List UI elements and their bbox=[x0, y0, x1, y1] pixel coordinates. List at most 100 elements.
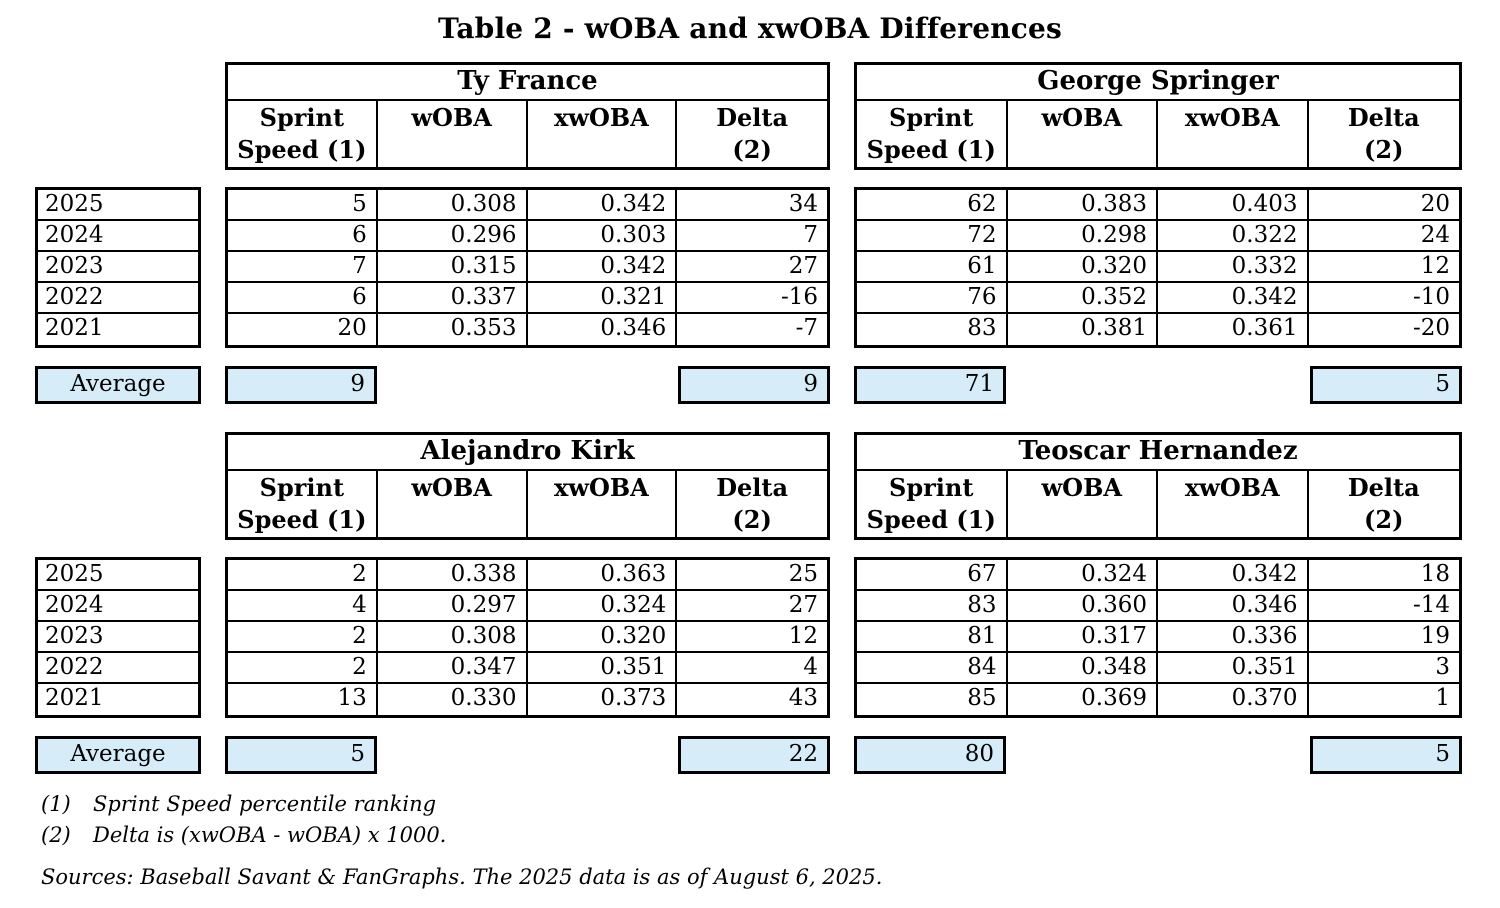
average-row: 9 9 bbox=[225, 366, 830, 404]
sources-line: Sources: Baseball Savant & FanGraphs. Th… bbox=[41, 865, 883, 889]
cell-xwoba: 0.342 bbox=[528, 190, 678, 219]
cell-sprint-speed: 2 bbox=[228, 653, 378, 682]
cell-sprint-speed: 84 bbox=[857, 653, 1008, 682]
average-delta: 5 bbox=[1310, 366, 1462, 404]
years-column-top: 2025 2024 2023 2022 2021 Average bbox=[35, 62, 201, 404]
cell-sprint-speed: 2 bbox=[228, 560, 378, 589]
average-label: Average bbox=[35, 736, 201, 774]
cell-delta: -10 bbox=[1412, 284, 1450, 310]
table-row: 4 0.297 0.324 27 bbox=[228, 591, 827, 622]
cell-xwoba: 0.361 bbox=[1158, 314, 1309, 345]
col-header-delta: Delta (2) bbox=[716, 473, 789, 534]
table-row: 61 0.320 0.332 12 bbox=[857, 252, 1459, 283]
cell-sprint-speed: 5 bbox=[228, 190, 378, 219]
cell-woba: 0.360 bbox=[1008, 591, 1158, 620]
table-row: 84 0.348 0.351 3 bbox=[857, 653, 1459, 684]
average-sprint-speed: 80 bbox=[854, 736, 1006, 774]
cell-sprint-speed: 72 bbox=[857, 221, 1008, 250]
cell-xwoba: 0.373 bbox=[528, 684, 678, 715]
cell-sprint-speed: 83 bbox=[857, 314, 1008, 345]
cell-xwoba: 0.342 bbox=[1158, 560, 1309, 589]
cell-woba: 0.347 bbox=[378, 653, 528, 682]
column-headers: Sprint Speed (1) wOBA xwOBA Delta (2) bbox=[228, 101, 827, 167]
year-label: 2025 bbox=[38, 190, 198, 221]
player-table-alejandro-kirk: Alejandro Kirk Sprint Speed (1) wOBA xwOB… bbox=[225, 432, 830, 774]
column-headers: Sprint Speed (1) wOBA xwOBA Delta (2) bbox=[857, 101, 1459, 167]
cell-delta: 25 bbox=[788, 561, 818, 587]
cell-xwoba: 0.336 bbox=[1158, 622, 1309, 651]
cell-delta: 20 bbox=[1420, 191, 1450, 217]
table-row: 6 0.296 0.303 7 bbox=[228, 221, 827, 252]
cell-delta: 34 bbox=[788, 191, 818, 217]
table-row: 2 0.347 0.351 4 bbox=[228, 653, 827, 684]
table-row: 85 0.369 0.370 1 bbox=[857, 684, 1459, 715]
player-table-teoscar-hernandez: Teoscar Hernandez Sprint Speed (1) wOBA x… bbox=[854, 432, 1462, 774]
cell-sprint-speed: 85 bbox=[857, 684, 1008, 715]
table-row: 67 0.324 0.342 18 bbox=[857, 560, 1459, 591]
cell-xwoba: 0.346 bbox=[528, 314, 678, 345]
footnote-2: (2) Delta is (xwOBA - wOBA) x 1000. bbox=[41, 823, 1465, 847]
cell-woba: 0.337 bbox=[378, 283, 528, 312]
table-row: 76 0.352 0.342 -10 bbox=[857, 283, 1459, 314]
cell-woba: 0.383 bbox=[1008, 190, 1158, 219]
cell-xwoba: 0.342 bbox=[1158, 283, 1309, 312]
cell-sprint-speed: 81 bbox=[857, 622, 1008, 651]
average-delta: 9 bbox=[678, 366, 830, 404]
data-box: 2 0.338 0.363 25 4 0.297 0.324 27 2 0.30… bbox=[225, 557, 830, 718]
col-header-xwoba: xwOBA bbox=[528, 101, 678, 167]
cell-xwoba: 0.342 bbox=[528, 252, 678, 281]
cell-delta: 18 bbox=[1420, 561, 1450, 587]
table-row: 13 0.330 0.373 43 bbox=[228, 684, 827, 715]
player-name: Teoscar Hernandez bbox=[857, 435, 1459, 471]
year-label: 2023 bbox=[38, 622, 198, 653]
cell-delta: 4 bbox=[803, 654, 818, 680]
table-header: Alejandro Kirk Sprint Speed (1) wOBA xwOB… bbox=[225, 432, 830, 540]
table-header: Ty France Sprint Speed (1) wOBA xwOBA Del… bbox=[225, 62, 830, 170]
col-header-woba: wOBA bbox=[1008, 101, 1158, 167]
col-header-sprint-speed: Sprint Speed (1) bbox=[857, 471, 1008, 537]
average-sprint-speed: 5 bbox=[225, 736, 377, 774]
average-sprint-speed: 9 bbox=[225, 366, 377, 404]
cell-sprint-speed: 20 bbox=[228, 314, 378, 345]
cell-xwoba: 0.351 bbox=[1158, 653, 1309, 682]
cell-xwoba: 0.303 bbox=[528, 221, 678, 250]
page-title: Table 2 - wOBA and xwOBA Differences bbox=[437, 12, 1063, 45]
table-row: 20 0.353 0.346 -7 bbox=[228, 314, 827, 345]
average-delta: 5 bbox=[1310, 736, 1462, 774]
table-row: 83 0.360 0.346 -14 bbox=[857, 591, 1459, 622]
table-row: 7 0.315 0.342 27 bbox=[228, 252, 827, 283]
player-table-george-springer: George Springer Sprint Speed (1) wOBA xwO… bbox=[854, 62, 1462, 404]
column-headers: Sprint Speed (1) wOBA xwOBA Delta (2) bbox=[857, 471, 1459, 537]
cell-xwoba: 0.351 bbox=[528, 653, 678, 682]
cell-woba: 0.317 bbox=[1008, 622, 1158, 651]
cell-woba: 0.315 bbox=[378, 252, 528, 281]
col-header-sprint-speed: Sprint Speed (1) bbox=[228, 471, 378, 537]
cell-sprint-speed: 62 bbox=[857, 190, 1008, 219]
year-label: 2024 bbox=[38, 221, 198, 252]
average-row: 80 5 bbox=[854, 736, 1462, 774]
table-row: 81 0.317 0.336 19 bbox=[857, 622, 1459, 653]
table-row: 83 0.381 0.361 -20 bbox=[857, 314, 1459, 345]
player-name: Ty France bbox=[228, 65, 827, 101]
cell-xwoba: 0.322 bbox=[1158, 221, 1309, 250]
footnote-number: (1) bbox=[41, 792, 71, 816]
cell-sprint-speed: 76 bbox=[857, 283, 1008, 312]
cell-woba: 0.353 bbox=[378, 314, 528, 345]
cell-delta: -20 bbox=[1412, 315, 1450, 341]
cell-woba: 0.338 bbox=[378, 560, 528, 589]
cell-delta: 24 bbox=[1420, 222, 1450, 248]
years-spacer bbox=[35, 432, 201, 557]
year-label: 2023 bbox=[38, 252, 198, 283]
col-header-sprint-speed: Sprint Speed (1) bbox=[228, 101, 378, 167]
years-column-bottom: 2025 2024 2023 2022 2021 Average bbox=[35, 432, 201, 774]
player-name: George Springer bbox=[857, 65, 1459, 101]
col-header-delta: Delta (2) bbox=[1347, 473, 1420, 534]
data-box: 62 0.383 0.403 20 72 0.298 0.322 24 61 0… bbox=[854, 187, 1462, 348]
table-header: Teoscar Hernandez Sprint Speed (1) wOBA x… bbox=[854, 432, 1462, 540]
cell-sprint-speed: 2 bbox=[228, 622, 378, 651]
average-delta: 22 bbox=[678, 736, 830, 774]
table-row: 62 0.383 0.403 20 bbox=[857, 190, 1459, 221]
cell-woba: 0.297 bbox=[378, 591, 528, 620]
col-header-woba: wOBA bbox=[378, 101, 528, 167]
year-label: 2021 bbox=[45, 685, 104, 711]
